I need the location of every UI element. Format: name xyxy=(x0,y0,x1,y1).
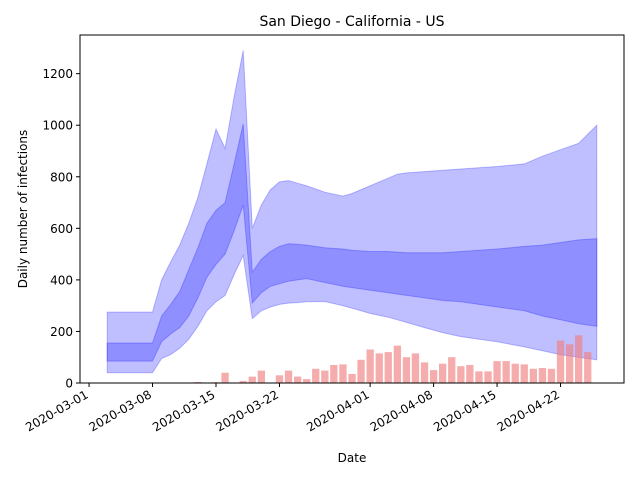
bar-2020-04-19 xyxy=(529,368,537,383)
plot-frame xyxy=(79,34,625,384)
bar-2020-03-18 xyxy=(239,380,247,383)
y-axis: 0 200 400 600 800 1000 1200 xyxy=(42,67,80,391)
bar-2020-03-16 xyxy=(221,372,229,383)
bar-2020-04-21 xyxy=(547,368,556,383)
bar-2020-03-20 xyxy=(257,370,265,383)
bar-2020-04-03 xyxy=(384,352,392,383)
x-axis-label: Date xyxy=(338,451,367,465)
band-outer xyxy=(106,50,598,374)
bar-2020-04-18 xyxy=(520,364,528,383)
bar-2020-03-26 xyxy=(312,368,320,383)
bar-2020-03-23 xyxy=(284,370,293,383)
bar-2020-04-11 xyxy=(457,366,465,383)
bar-2020-04-07 xyxy=(420,362,429,383)
x-tick-label: 2020-03-01 xyxy=(23,387,90,434)
bar-2020-04-15 xyxy=(493,361,501,383)
bar-2020-04-17 xyxy=(511,363,519,383)
bar-2020-04-08 xyxy=(430,370,438,383)
y-tick-label: 800 xyxy=(50,170,73,184)
band-inner xyxy=(106,123,598,362)
bar-2020-04-10 xyxy=(448,357,456,383)
bar-2020-04-22 xyxy=(556,340,565,383)
y-tick-label: 400 xyxy=(50,273,73,287)
x-tick-label: 2020-04-22 xyxy=(495,387,562,434)
bar-2020-04-14 xyxy=(484,371,492,383)
bar-2020-03-28 xyxy=(330,365,338,383)
bar-2020-03-24 xyxy=(294,376,302,383)
bar-2020-04-02 xyxy=(375,353,383,383)
y-tick-label: 1200 xyxy=(42,67,73,81)
bar-2020-03-25 xyxy=(303,379,311,383)
bar-2020-04-06 xyxy=(411,353,420,383)
bar-2020-03-31 xyxy=(357,359,365,383)
bar-2020-03-27 xyxy=(321,370,329,383)
bar-2020-04-13 xyxy=(475,371,483,383)
x-tick-label: 2020-03-22 xyxy=(214,387,281,434)
bar-2020-04-01 xyxy=(366,349,374,383)
bar-2020-03-19 xyxy=(248,376,256,383)
y-tick-label: 200 xyxy=(50,325,73,339)
y-axis-label: Daily number of infections xyxy=(16,130,30,289)
bar-2020-04-20 xyxy=(538,368,547,383)
x-tick-label: 2020-04-01 xyxy=(304,387,371,434)
y-tick-label: 1000 xyxy=(42,119,73,133)
bar-2020-04-23 xyxy=(566,344,574,383)
bar-2020-04-12 xyxy=(466,365,474,383)
bar-2020-03-30 xyxy=(348,374,356,383)
y-tick-label: 600 xyxy=(50,222,73,236)
y-tick-label: 0 xyxy=(65,377,73,391)
bar-2020-04-09 xyxy=(439,363,447,383)
bar-2020-04-05 xyxy=(402,357,411,383)
x-tick-label: 2020-03-15 xyxy=(150,387,217,434)
x-tick-label: 2020-04-15 xyxy=(431,387,498,434)
bar-2020-04-25 xyxy=(584,352,592,383)
bar-2020-04-16 xyxy=(502,361,510,383)
x-axis: 2020-03-012020-03-082020-03-152020-03-22… xyxy=(23,383,562,434)
plot-area xyxy=(106,50,598,383)
bar-2020-03-29 xyxy=(339,364,347,383)
bar-2020-04-24 xyxy=(575,335,583,383)
x-tick-label: 2020-04-08 xyxy=(368,387,435,434)
bar-2020-04-04 xyxy=(393,345,401,383)
bar-2020-03-22 xyxy=(275,375,284,383)
x-tick-label: 2020-03-08 xyxy=(87,387,154,434)
chart-title: San Diego - California - US xyxy=(259,14,444,30)
